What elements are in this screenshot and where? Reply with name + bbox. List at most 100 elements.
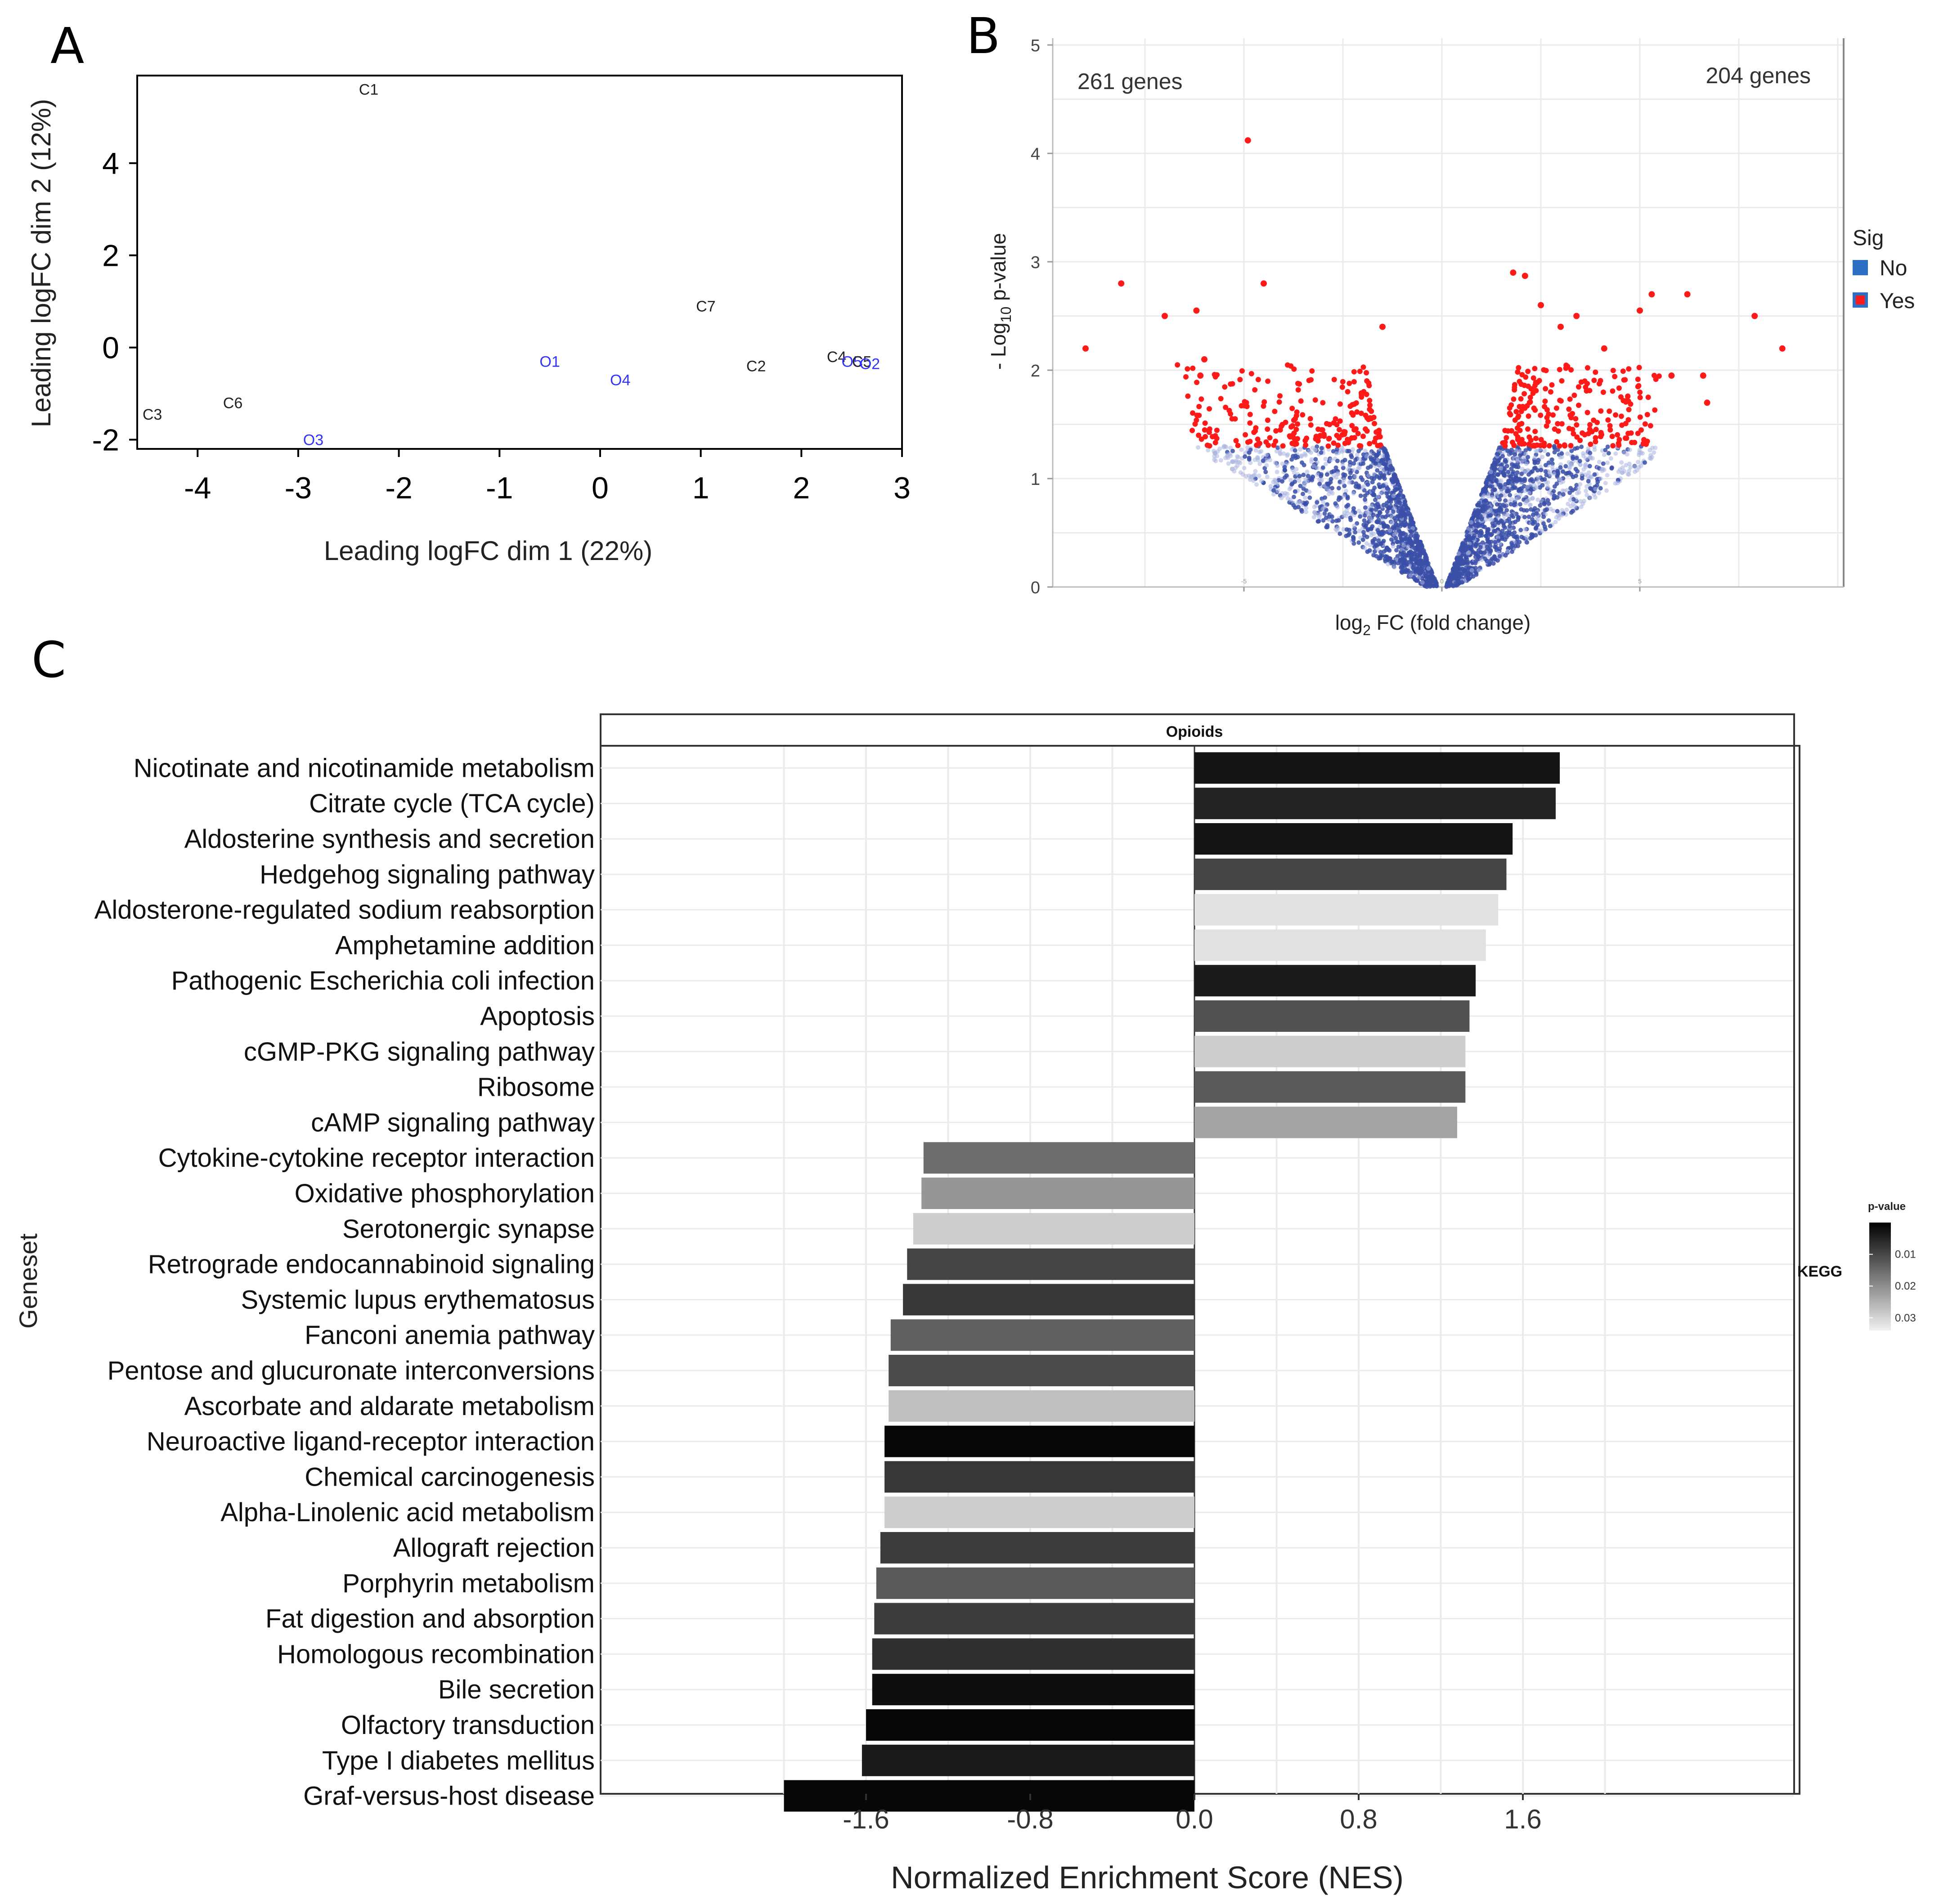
panel-b-x-label-sub: 2 [1363, 622, 1371, 638]
panel-b-sig-point [1502, 439, 1508, 445]
panel-b-sig-point [1557, 443, 1562, 449]
panel-b-nonsig-point [1402, 500, 1407, 505]
panel-b-nonsig-point [1347, 480, 1352, 485]
panel-b-sig-point [1605, 417, 1611, 423]
panel-b-sig-point [1504, 435, 1509, 441]
panel-b-nonsig-point [1285, 492, 1290, 497]
panel-b-sig-point [1513, 431, 1519, 437]
panel-c-x-axis: -1.6 -0.8 0.0 0.8 1.6 [843, 1794, 1542, 1834]
panel-b-nonsig-point [1575, 446, 1580, 450]
panel-b-sig-point [1525, 426, 1531, 432]
panel-b-sig-point [1304, 435, 1310, 441]
panel-b-nonsig-point [1488, 484, 1493, 489]
panel-b-nonsig-point [1597, 490, 1602, 495]
panel-b-nonsig-point [1548, 472, 1553, 477]
panel-b-nonsig-point [1496, 515, 1501, 520]
panel-b-nonsig-point [1369, 475, 1374, 480]
panel-b-sig-point [1573, 313, 1580, 319]
panel-b-nonsig-point [1387, 495, 1391, 500]
panel-b-sig-point [1638, 427, 1644, 433]
panel-b-sig-point [1218, 396, 1224, 402]
panel-b-sig-point [1626, 407, 1632, 412]
panel-c-bar [862, 1744, 1194, 1776]
panel-b-nonsig-point [1356, 540, 1361, 545]
panel-b-sig-point [1548, 389, 1553, 395]
panel-c-category-label: Pentose and glucuronate interconversions [108, 1356, 595, 1385]
panel-b-y-label-sub: 10 [998, 307, 1014, 323]
panel-b-nonsig-point [1518, 528, 1523, 533]
panel-b-nonsig-point [1257, 450, 1262, 454]
panel-b-nonsig-point [1381, 488, 1386, 493]
panel-b-nonsig-point [1280, 461, 1285, 466]
panel-b-nonsig-point [1504, 508, 1509, 513]
panel-b-sig-point [1607, 427, 1613, 433]
panel-b-nonsig-point [1291, 454, 1296, 459]
panel-b-sig-point [1656, 373, 1662, 379]
panel-b-nonsig-point [1275, 470, 1279, 475]
panel-b-nonsig-point [1364, 534, 1369, 539]
panel-b-nonsig-point [1497, 497, 1502, 502]
panel-b-nonsig-point [1383, 515, 1388, 520]
panel-a-y-axis: -2 0 2 4 [92, 147, 137, 457]
panel-b-sig-point [1635, 376, 1641, 382]
panel-b-nonsig-point [1206, 448, 1211, 453]
panel-b-nonsig-point [1394, 487, 1399, 492]
panel-b-nonsig-point [1408, 573, 1413, 578]
panel-b-nonsig-point [1302, 463, 1306, 467]
panel-b-sig-point [1588, 441, 1593, 447]
panel-b-nonsig-point [1470, 536, 1475, 540]
panel-b-nonsig-point [1456, 551, 1461, 556]
panel-b-sig-point [1194, 380, 1200, 385]
panel-b-nonsig-point [1271, 492, 1276, 497]
panel-b-sig-point [1233, 438, 1239, 444]
panel-c-bar [1194, 965, 1476, 997]
panel-b-sig-point [1623, 435, 1628, 441]
panel-c-bar [1194, 788, 1556, 820]
panel-b-nonsig-point [1558, 465, 1563, 470]
panel-c-strip-title: Opioids [1166, 723, 1223, 740]
panel-b-nonsig-point [1504, 531, 1509, 535]
panel-b-nonsig-point [1329, 457, 1333, 462]
panel-b-nonsig-point [1582, 498, 1587, 503]
panel-b-nonsig-point [1288, 478, 1293, 483]
panel-b-nonsig-point [1549, 457, 1554, 462]
panel-b-sig-point [1512, 385, 1517, 390]
panel-b-y-tick-label: 4 [1031, 145, 1040, 164]
panel-b-nonsig-point [1333, 501, 1338, 506]
panel-b-sig-point [1570, 411, 1575, 417]
panel-b-nonsig-point [1484, 481, 1489, 486]
panel-b-sig-point [1544, 407, 1550, 412]
panel-b-sig-point [1300, 412, 1306, 418]
panel-b-nonsig-point [1374, 520, 1379, 524]
panel-b-nonsig-point [1508, 520, 1513, 525]
panel-b-sig-point [1366, 383, 1372, 389]
panel-b-sig-point [1622, 377, 1628, 383]
panel-b-nonsig-point [1323, 457, 1328, 461]
panel-b-sig-point [1239, 403, 1244, 409]
panel-b-nonsig-point [1342, 457, 1347, 462]
panel-b-nonsig-point [1341, 466, 1346, 470]
panel-b-sig-point [1243, 432, 1248, 438]
panel-b-sig-point [1557, 367, 1562, 372]
panel-b-nonsig-point [1375, 528, 1380, 533]
panel-b-nonsig-point [1327, 488, 1332, 493]
panel-b-sig-point [1331, 376, 1337, 382]
panel-b-nonsig-point [1451, 567, 1456, 572]
panel-c-category-label: Pathogenic Escherichia coli infection [171, 966, 595, 995]
panel-b-nonsig-point [1335, 528, 1340, 533]
panel-c-bar [784, 1780, 1194, 1812]
panel-b-nonsig-point [1292, 494, 1296, 499]
panel-b-left-annotation: 261 genes [1077, 69, 1183, 94]
panel-a-point-label: C4 [827, 349, 846, 366]
panel-b-sig-point [1583, 384, 1589, 390]
panel-b-nonsig-point [1319, 474, 1324, 479]
panel-b-nonsig-point [1418, 553, 1423, 558]
panel-b-y-axis: 0 1 2 3 4 5 [1031, 36, 1053, 597]
panel-b-nonsig-point [1545, 484, 1550, 489]
panel-b-sig-point [1214, 372, 1220, 378]
panel-a-y-tick-label: 2 [102, 239, 119, 273]
panel-b-sig-point [1082, 345, 1089, 352]
panel-b-nonsig-point [1426, 566, 1431, 571]
panel-a-x-tick-label: -2 [385, 471, 412, 505]
panel-b-nonsig-point [1515, 445, 1520, 449]
